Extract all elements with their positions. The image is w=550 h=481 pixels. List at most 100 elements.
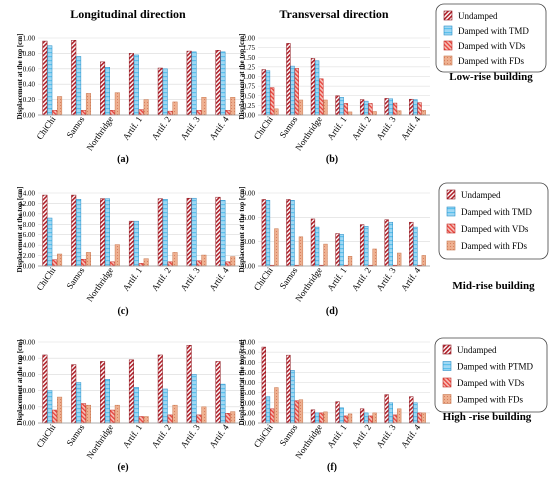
- bar-undamped: [42, 40, 48, 116]
- panel-label: (b): [326, 154, 338, 165]
- x-tick-label: Northridge: [84, 114, 115, 152]
- bar-damped-with-tmd: [290, 65, 295, 116]
- bar-damped-with-ptmd: [265, 396, 271, 424]
- bar-damped-with-vds: [392, 414, 398, 424]
- x-tick-label: Artif. 1: [325, 265, 348, 292]
- bar-damped-with-fds: [397, 110, 402, 116]
- legend-3: Undamped Damped with PTMD Damped with VDs D…: [434, 337, 548, 413]
- legend-box: [438, 182, 549, 260]
- y-tick-label: 9.00: [243, 190, 256, 198]
- legend-entry: Undamped: [461, 190, 501, 200]
- bar-damped-with-vds: [52, 110, 58, 116]
- y-tick-label: 0.40: [23, 81, 36, 89]
- bar-damped-with-vds: [109, 261, 115, 267]
- bar-damped-with-fds: [274, 387, 279, 424]
- legend-swatch: [442, 361, 452, 371]
- x-tick-label: Artif. 4: [399, 114, 423, 142]
- bar-damped-with-fds: [230, 256, 236, 267]
- x-tick-label: Artif. 1: [121, 114, 144, 141]
- bar-damped-with-fds: [274, 108, 279, 116]
- bar-damped-with-tmd: [220, 200, 226, 267]
- bar-damped-with-ptmd: [76, 382, 82, 424]
- x-tick-label: ChiChi: [34, 114, 57, 141]
- bar-damped-with-tmd: [76, 56, 82, 116]
- y-tick-label: 8.00: [23, 221, 36, 229]
- bar-damped-with-vds: [368, 103, 373, 116]
- legend-box: [435, 3, 547, 73]
- bar-damped-with-tmd: [364, 100, 369, 116]
- bar-damped-with-fds: [397, 252, 402, 267]
- chart-panel-f: 0.00 5.00 10.00 15.00 20.00 25.00 30.00 35.00 40…: [238, 339, 430, 473]
- building-type-label: High -rise building: [443, 411, 532, 423]
- bar-undamped: [286, 354, 291, 424]
- bar-undamped: [261, 199, 266, 267]
- bar-damped-with-fds: [347, 256, 353, 267]
- y-tick-label: 1.75: [243, 44, 256, 52]
- bar-damped-with-tmd: [315, 60, 320, 116]
- bar-damped-with-ptmd: [191, 374, 197, 424]
- legend-entry: Damped with TMD: [461, 207, 532, 217]
- y-tick-label: 1.25: [243, 63, 256, 71]
- y-tick-label: 12.00: [19, 200, 35, 208]
- bar-undamped: [100, 61, 106, 116]
- y-tick-label: 2.00: [243, 35, 256, 43]
- y-tick-label: 5.00: [243, 409, 256, 417]
- bar-damped-with-tmd: [133, 54, 139, 116]
- bar-damped-with-fds: [298, 99, 304, 116]
- bar-damped-with-vds: [270, 87, 275, 116]
- legend-swatch: [446, 189, 456, 200]
- x-tick-label: Artif. 3: [374, 114, 398, 142]
- bar-damped-with-vds: [52, 259, 58, 267]
- x-tick-label: Artif. 1: [325, 422, 348, 449]
- x-tick-label: ChiChi: [252, 422, 275, 449]
- x-tick-label: Northridge: [84, 265, 115, 303]
- y-axis-label: Displacement at the top [cm]: [238, 340, 246, 426]
- building-type-label: Mid-rise building: [452, 280, 535, 292]
- x-tick-label: Artif. 2: [150, 265, 173, 292]
- x-tick-label: ChiChi: [252, 114, 275, 141]
- x-tick-label: Artif. 2: [350, 265, 373, 292]
- x-tick-label: ChiChi: [252, 265, 275, 292]
- bar-damped-with-tmd: [104, 67, 110, 116]
- legend-entry: Damped with FDs: [457, 395, 523, 405]
- bar-damped-with-vds: [81, 258, 87, 267]
- bar-undamped: [384, 394, 389, 424]
- bar-damped-with-tmd: [133, 220, 139, 267]
- bar-damped-with-ptmd: [220, 383, 226, 424]
- legend-entry: Damped with VDs: [458, 41, 526, 51]
- bar-damped-with-ptmd: [388, 402, 393, 424]
- x-tick-label: Samos: [64, 265, 86, 291]
- x-tick-label: Artif. 3: [374, 422, 398, 450]
- bar-damped-with-vds: [167, 414, 173, 424]
- bar-damped-with-vds: [270, 408, 275, 424]
- bar-damped-with-tmd: [47, 217, 53, 267]
- y-axis-label: Displacement at the top [cm]: [238, 187, 246, 273]
- bar-damped-with-fds: [421, 110, 426, 116]
- y-tick-label: 0.75: [243, 83, 256, 91]
- legend-entry: Undamped: [457, 345, 497, 355]
- legend-entry: Undamped: [458, 11, 498, 21]
- bar-damped-with-ptmd: [364, 412, 369, 424]
- bar-undamped: [310, 58, 316, 116]
- bar-damped-with-fds: [85, 252, 91, 267]
- bar-undamped: [128, 220, 134, 267]
- y-tick-label: 35.00: [239, 349, 255, 357]
- header-transversal: Transversal direction: [279, 7, 389, 21]
- bar-damped-with-ptmd: [413, 402, 418, 424]
- bar-damped-with-ptmd: [290, 370, 295, 424]
- bar-damped-with-tmd: [413, 99, 418, 116]
- bar-damped-with-fds: [372, 248, 377, 267]
- bar-damped-with-fds: [114, 244, 120, 267]
- y-tick-label: 0.00: [23, 112, 36, 120]
- x-tick-label: Artif. 2: [150, 422, 173, 449]
- x-tick-label: Artif. 2: [350, 114, 373, 141]
- bar-damped-with-vds: [196, 260, 202, 267]
- y-tick-label: 6.00: [243, 214, 256, 222]
- bar-damped-with-vds: [343, 103, 349, 116]
- bar-undamped: [186, 197, 192, 267]
- x-tick-label: Samos: [277, 114, 299, 140]
- legend-swatch: [442, 394, 452, 404]
- bar-damped-with-fds: [57, 253, 63, 267]
- bar-damped-with-fds: [57, 396, 63, 424]
